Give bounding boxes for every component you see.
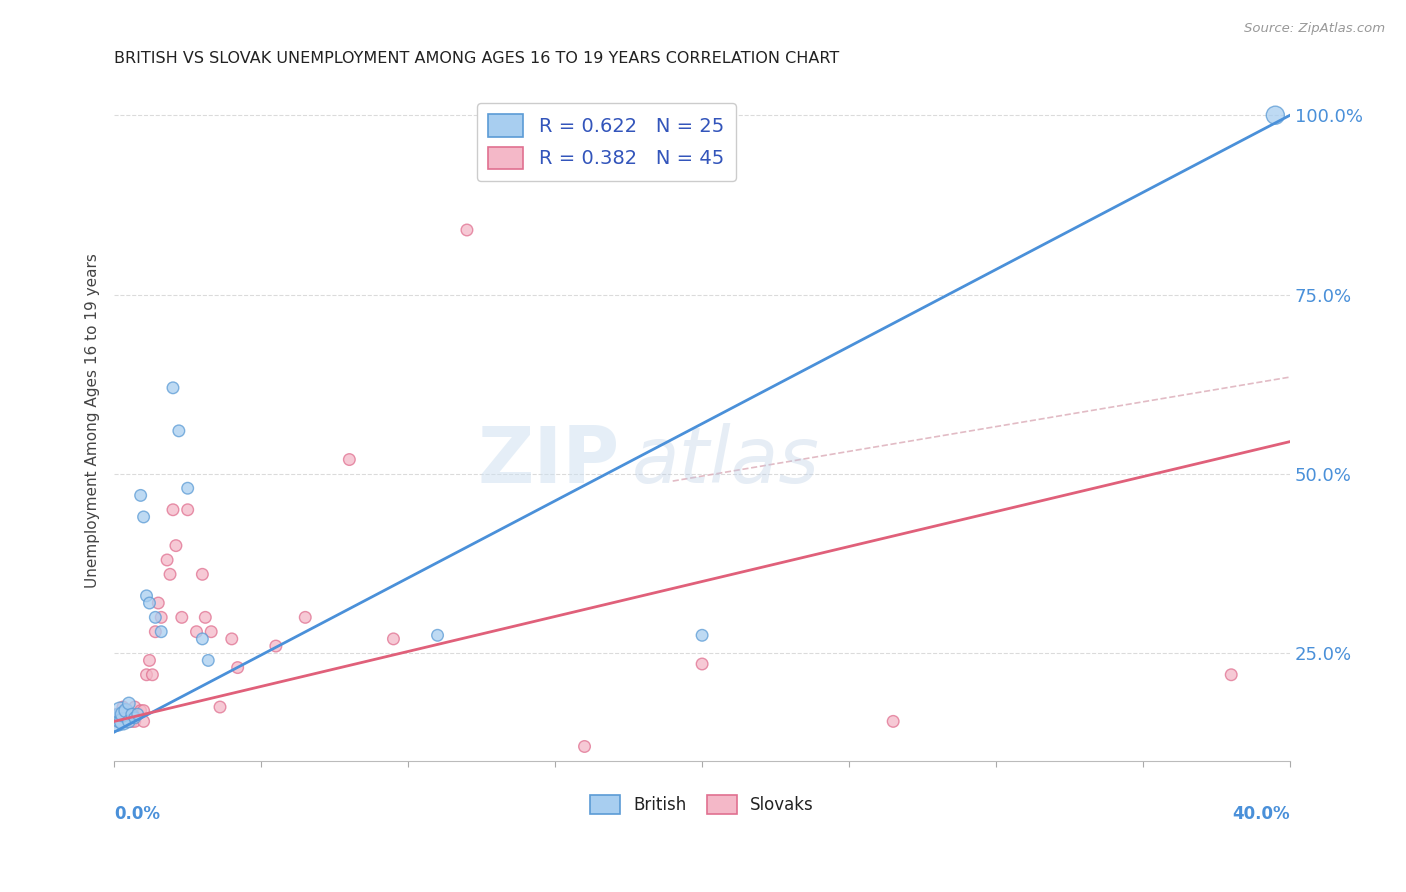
Point <box>129 488 152 502</box>
Y-axis label: Unemployment Among Ages 16 to 19 years: Unemployment Among Ages 16 to 19 years <box>86 252 100 588</box>
Point <box>118 714 141 729</box>
Point <box>226 660 249 674</box>
Point <box>121 707 143 722</box>
Point <box>156 553 179 567</box>
Point <box>690 628 713 642</box>
Point <box>574 739 596 754</box>
Point <box>105 714 128 729</box>
Point <box>124 714 146 729</box>
Point <box>150 624 173 639</box>
Point <box>118 697 141 711</box>
Point <box>127 707 149 722</box>
Point <box>1264 108 1286 122</box>
Point <box>426 628 449 642</box>
Point <box>143 610 166 624</box>
Point <box>135 589 157 603</box>
Point <box>108 714 131 729</box>
Point <box>111 700 134 714</box>
Point <box>194 610 217 624</box>
Point <box>118 707 141 722</box>
Point <box>264 639 287 653</box>
Point <box>111 711 134 725</box>
Point <box>111 707 134 722</box>
Point <box>456 223 478 237</box>
Point <box>221 632 243 646</box>
Point <box>124 711 146 725</box>
Point <box>186 624 208 639</box>
Point <box>115 714 138 729</box>
Point <box>127 707 149 722</box>
Point <box>132 510 155 524</box>
Point <box>162 502 184 516</box>
Text: atlas: atlas <box>631 423 820 499</box>
Point <box>129 704 152 718</box>
Point <box>124 700 146 714</box>
Text: BRITISH VS SLOVAK UNEMPLOYMENT AMONG AGES 16 TO 19 YEARS CORRELATION CHART: BRITISH VS SLOVAK UNEMPLOYMENT AMONG AGE… <box>114 51 839 66</box>
Point <box>118 714 141 729</box>
Point <box>150 610 173 624</box>
Point <box>1220 667 1243 681</box>
Point <box>165 539 187 553</box>
Text: 0.0%: 0.0% <box>114 805 160 823</box>
Point <box>690 657 713 671</box>
Point <box>337 452 360 467</box>
Point <box>108 707 131 722</box>
Point <box>115 707 138 722</box>
Point <box>138 596 160 610</box>
Point <box>176 502 198 516</box>
Point <box>208 700 231 714</box>
Point <box>200 624 222 639</box>
Point <box>382 632 405 646</box>
Point <box>148 596 170 610</box>
Point <box>108 711 131 725</box>
Legend: British, Slovaks: British, Slovaks <box>583 788 821 821</box>
Point <box>138 653 160 667</box>
Point <box>132 714 155 729</box>
Point <box>135 667 157 681</box>
Point <box>191 632 214 646</box>
Point <box>108 704 131 718</box>
Point <box>294 610 316 624</box>
Point <box>162 381 184 395</box>
Point <box>105 707 128 722</box>
Text: 40.0%: 40.0% <box>1233 805 1291 823</box>
Point <box>197 653 219 667</box>
Point <box>143 624 166 639</box>
Point <box>121 714 143 729</box>
Point <box>105 714 128 729</box>
Point <box>141 667 163 681</box>
Point <box>170 610 193 624</box>
Point <box>115 704 138 718</box>
Point <box>132 704 155 718</box>
Point <box>882 714 904 729</box>
Point <box>176 481 198 495</box>
Point <box>111 714 134 729</box>
Point <box>159 567 181 582</box>
Point <box>191 567 214 582</box>
Text: Source: ZipAtlas.com: Source: ZipAtlas.com <box>1244 22 1385 36</box>
Text: ZIP: ZIP <box>478 423 620 499</box>
Point <box>167 424 190 438</box>
